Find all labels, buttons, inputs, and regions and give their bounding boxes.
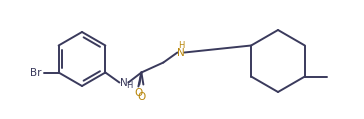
Text: Br: Br [30, 67, 41, 77]
Text: N: N [177, 47, 185, 57]
Text: N: N [120, 77, 128, 87]
Text: H: H [178, 40, 185, 50]
Text: O: O [137, 92, 146, 102]
Text: O: O [134, 87, 143, 97]
Text: H: H [126, 82, 133, 91]
